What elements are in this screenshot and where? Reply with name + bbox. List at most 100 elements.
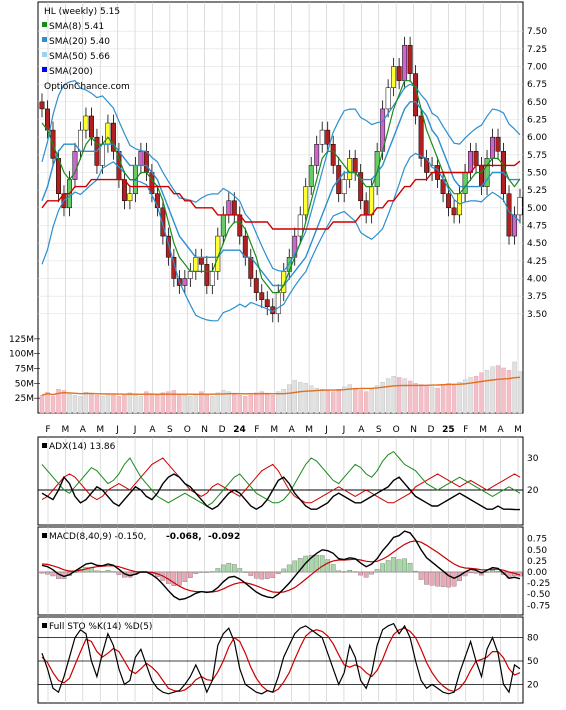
- candle-body: [325, 129, 331, 145]
- volume-bar: [352, 387, 358, 414]
- macd-histogram-bar: [177, 571, 182, 586]
- candle-body: [347, 158, 353, 180]
- volume-bar: [67, 393, 72, 414]
- candle-body: [512, 214, 517, 237]
- macd-histogram-bar: [325, 559, 331, 573]
- x-tick-label: A: [289, 425, 296, 435]
- volume-bar: [182, 395, 188, 414]
- volume-bar: [473, 376, 479, 414]
- candle-body: [105, 122, 111, 145]
- volume-bar: [451, 384, 457, 414]
- macd-histogram-bar: [440, 571, 446, 587]
- macd-histogram-bar: [341, 571, 347, 573]
- volume-bar: [105, 393, 111, 414]
- volume-bar: [243, 396, 248, 414]
- volume-tick-label: 75M: [15, 365, 34, 375]
- y-tick-label-macd: 0.25: [527, 557, 547, 567]
- y-tick-label-macd: -0.25: [527, 579, 550, 589]
- volume-bar: [369, 389, 374, 414]
- y-tick-label-price: 6.25: [527, 116, 547, 126]
- candle-body: [303, 186, 309, 216]
- x-tick-label: M: [62, 425, 70, 435]
- candle-body: [237, 214, 243, 237]
- macd-hist-value: -0.092: [208, 532, 240, 542]
- y-tick-label-price: 7.50: [527, 27, 547, 37]
- candle-body: [490, 136, 495, 159]
- volume-bar: [61, 390, 67, 414]
- legends: HL (weekly) 5.15 SMA(8) 5.41 SMA(20) 5.40 S…: [42, 7, 240, 632]
- volume-bar: [402, 378, 407, 414]
- macd-histogram-bar: [286, 564, 292, 573]
- y-tick-label-adx: 20: [527, 486, 539, 496]
- candle-body: [226, 200, 232, 216]
- candle-body: [418, 115, 424, 159]
- volume-bar: [490, 366, 495, 414]
- volume-bar: [446, 383, 451, 414]
- volume-bar: [429, 386, 435, 414]
- x-tick-label: M: [305, 425, 313, 435]
- volume-bar: [276, 391, 281, 414]
- candle-body: [308, 165, 314, 187]
- macd-histogram-bar: [45, 571, 50, 575]
- x-tick-label: F: [463, 425, 468, 435]
- candle-body: [242, 235, 248, 258]
- macd-histogram-bar: [451, 571, 457, 587]
- macd-histogram-bar: [402, 558, 407, 573]
- macd-histogram-bar: [105, 570, 111, 573]
- volume-bar: [116, 396, 122, 414]
- candle-body: [45, 108, 50, 131]
- x-tick-label: J: [342, 425, 346, 435]
- volume-bar: [336, 389, 341, 414]
- sto-legend-label: Full STO %K(14) %D(5): [49, 622, 152, 632]
- candle-body: [407, 45, 413, 74]
- macd-histogram-bar: [308, 554, 314, 573]
- candle-body: [198, 257, 204, 265]
- candle-body: [484, 158, 490, 187]
- volume-bar: [374, 385, 380, 414]
- macd-histogram-bar: [363, 571, 369, 578]
- volume-bar: [83, 392, 89, 414]
- x-tick-label: N: [201, 425, 208, 435]
- macd-histogram-bar: [385, 560, 391, 573]
- upper-band-line: [41, 80, 521, 273]
- macd-histogram-bar: [50, 571, 56, 577]
- macd-histogram-bar: [253, 571, 259, 579]
- volume-bar: [248, 395, 253, 414]
- candle-body: [517, 196, 523, 216]
- candle-body: [88, 115, 94, 138]
- volume-bar: [506, 370, 512, 414]
- sma20-line: [41, 101, 520, 287]
- macd-histogram-bar: [495, 570, 501, 573]
- x-tick-label: 25: [442, 425, 455, 435]
- candle-body: [99, 143, 105, 166]
- legend-swatch: [42, 52, 47, 57]
- legend-label: SMA(8) 5.41: [49, 22, 104, 32]
- macd-histogram-bar: [39, 571, 45, 574]
- volume-bar: [341, 386, 347, 414]
- y-tick-label-price: 5.75: [527, 151, 547, 161]
- macd-histogram-bar: [100, 571, 105, 573]
- candle-body: [110, 122, 116, 152]
- x-tick-label: J: [324, 425, 328, 435]
- volume-bar: [363, 391, 369, 414]
- volume-bar: [462, 379, 468, 414]
- macd-histogram-bar: [231, 564, 237, 573]
- candle-body: [506, 193, 512, 237]
- macd-histogram-bar: [330, 564, 336, 573]
- volume-bar: [193, 393, 199, 414]
- macd-histogram-bar: [94, 570, 100, 573]
- macd-histogram-bar: [424, 571, 429, 585]
- x-tick-label: 24: [233, 425, 246, 435]
- macd-line: [41, 530, 521, 601]
- legend-label: SMA(20) 5.40: [49, 37, 110, 47]
- macd-signal-value: -0.068,: [166, 532, 202, 542]
- legend-swatch: [42, 67, 47, 72]
- volume-tick-label: 100M: [9, 350, 34, 360]
- volume-bar: [259, 391, 264, 414]
- macd-histogram-bar: [369, 571, 375, 575]
- candle-body: [495, 136, 501, 152]
- volume-bar: [501, 367, 506, 414]
- macd-histogram-bar: [209, 571, 215, 573]
- macd-histogram-bar: [237, 568, 243, 573]
- x-tick-label: J: [133, 425, 137, 435]
